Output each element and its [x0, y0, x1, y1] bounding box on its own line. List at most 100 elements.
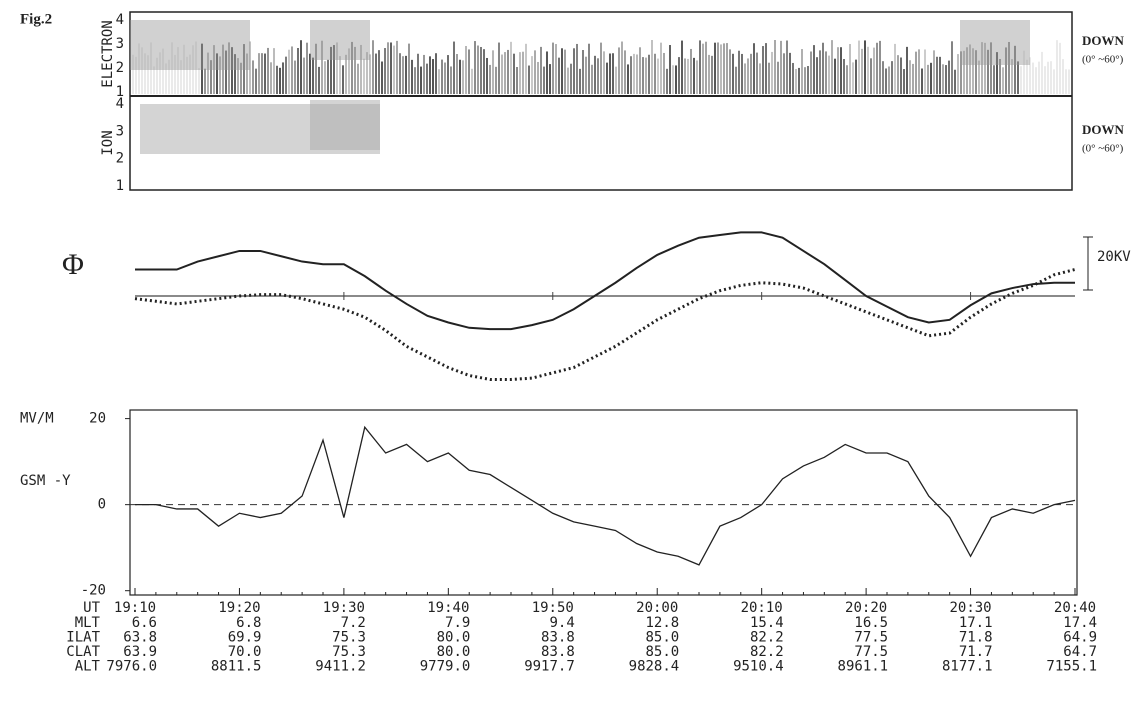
electron-flux: [276, 65, 278, 94]
electron-flux: [429, 56, 431, 94]
electron-flux: [753, 43, 755, 94]
row-label: ALT: [75, 659, 101, 675]
electron-flux: [444, 62, 446, 94]
electron-flux: [645, 57, 647, 94]
angle-label: (0° ~60°): [1082, 143, 1124, 155]
direction-label: DOWN: [1082, 33, 1125, 48]
electron-flux: [204, 68, 206, 94]
electron-flux: [744, 63, 746, 94]
electron-flux: [954, 69, 956, 94]
electron-flux: [807, 66, 809, 94]
electron-flux: [933, 50, 935, 94]
electron-flux: [480, 46, 482, 94]
y-tick-label: 4: [116, 96, 124, 112]
electron-flux: [747, 58, 749, 94]
electron-flux: [234, 54, 236, 94]
electron-flux: [633, 53, 635, 94]
row-label: CLAT: [66, 644, 100, 660]
electron-flux: [882, 61, 884, 94]
electron-flux: [438, 69, 440, 94]
electron-flux: [264, 53, 266, 94]
electron-flux: [720, 44, 722, 94]
x-tick-label: 19:20: [218, 600, 260, 616]
electron-flux: [492, 50, 494, 94]
y-tick-label: -20: [81, 583, 106, 599]
electron-flux: [924, 49, 926, 94]
electron-flux: [546, 51, 548, 94]
electron-flux: [558, 57, 560, 94]
electron-flux: [873, 47, 875, 94]
electron-flux: [912, 63, 914, 94]
electron-flux: [621, 41, 623, 94]
electron-flux: [1014, 45, 1016, 94]
electron-flux: [660, 42, 662, 94]
electron-flux: [945, 65, 947, 94]
efield-frame: [129, 409, 1078, 596]
electron-flux: [399, 53, 401, 94]
electron-flux: [969, 44, 971, 94]
electron-flux: [567, 67, 569, 94]
electron-flux: [1011, 59, 1013, 94]
electron-flux: [576, 43, 578, 94]
electron-flux: [162, 48, 164, 94]
x-tick-label: 19:50: [532, 600, 574, 616]
table-value: 17.4: [1063, 615, 1097, 631]
electron-flux: [1017, 61, 1019, 94]
electron-flux: [303, 57, 305, 94]
electron-flux: [786, 40, 788, 94]
electron-flux: [816, 57, 818, 94]
electron-flux: [216, 53, 218, 94]
electron-flux: [570, 63, 572, 94]
electron-flux: [1029, 57, 1031, 94]
table-value: 80.0: [437, 644, 471, 660]
electron-flux: [435, 53, 437, 94]
figure-label: Fig.2: [20, 11, 52, 27]
electron-flux: [504, 52, 506, 94]
electron-flux: [885, 68, 887, 94]
electron-flux: [711, 55, 713, 94]
table-value: 83.8: [541, 644, 575, 660]
electron-flux: [774, 40, 776, 94]
electron-flux: [693, 57, 695, 94]
electron-flux: [960, 51, 962, 94]
electron-flux: [972, 48, 974, 94]
x-tick-label: 20:00: [636, 600, 678, 616]
electron-flux: [765, 43, 767, 94]
electron-flux: [525, 43, 527, 94]
table-value: 6.6: [132, 615, 157, 631]
electron-flux: [183, 44, 185, 94]
electron-flux: [336, 42, 338, 94]
electron-flux: [771, 51, 773, 94]
electron-flux: [459, 59, 461, 94]
electron-flux: [447, 55, 449, 94]
electron-flux: [513, 53, 515, 94]
electron-flux: [321, 40, 323, 94]
electron-flux: [918, 49, 920, 94]
electron-flux: [603, 51, 605, 94]
electron-flux: [225, 50, 227, 94]
electron-flux: [801, 49, 803, 94]
electron-flux: [834, 58, 836, 94]
electron-flux: [306, 42, 308, 94]
electron-flux: [441, 59, 443, 94]
electron-flux: [408, 43, 410, 94]
electron-flux: [330, 46, 332, 94]
table-value: 85.0: [646, 630, 680, 646]
electron-flux: [261, 53, 263, 94]
electron-flux: [573, 48, 575, 94]
electron-flux: [555, 44, 557, 94]
electron-flux: [564, 49, 566, 94]
electron-flux: [867, 46, 869, 94]
electron-flux: [729, 49, 731, 94]
electron-flux: [456, 54, 458, 94]
table-value: 64.7: [1063, 644, 1097, 660]
electron-flux: [687, 58, 689, 94]
table-value: 7.9: [445, 615, 470, 631]
electron-flux: [1032, 62, 1034, 94]
table-value: 6.8: [236, 615, 261, 631]
electron-flux: [930, 62, 932, 94]
table-value: 75.3: [332, 644, 366, 660]
electron-flux: [507, 49, 509, 94]
electron-flux: [870, 58, 872, 94]
electron-flux: [804, 67, 806, 94]
